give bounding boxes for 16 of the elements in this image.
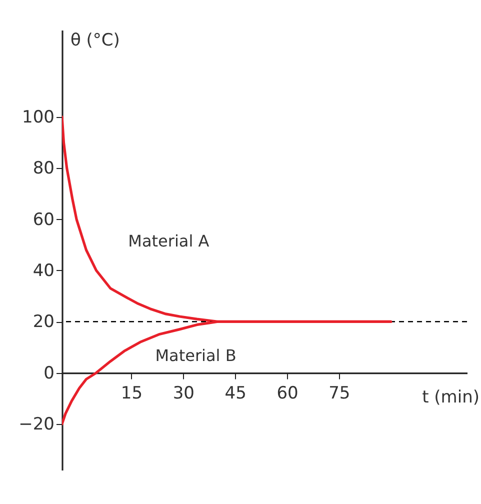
y-tick-label: −20 xyxy=(18,414,54,434)
y-tick-label: 80 xyxy=(32,158,54,179)
text: Material A xyxy=(128,232,210,251)
y-tick-label: 40 xyxy=(32,260,54,281)
y-tick-label: 60 xyxy=(32,210,54,230)
x-axis-title: t (min) xyxy=(422,387,480,408)
y-tick-label: 20 xyxy=(32,312,54,332)
y-tick-label: 0 xyxy=(44,363,54,384)
x-tick-label: 30 xyxy=(172,383,194,404)
y-tick-label: 100 xyxy=(22,107,54,128)
y-axis-title: θ (°C) xyxy=(70,30,120,50)
x-tick-label: 45 xyxy=(224,383,246,404)
series-label: Material B xyxy=(155,346,236,366)
x-tick-label: 75 xyxy=(328,383,350,404)
x-tick-label: 15 xyxy=(120,383,143,404)
x-tick-label: 60 xyxy=(276,383,298,404)
